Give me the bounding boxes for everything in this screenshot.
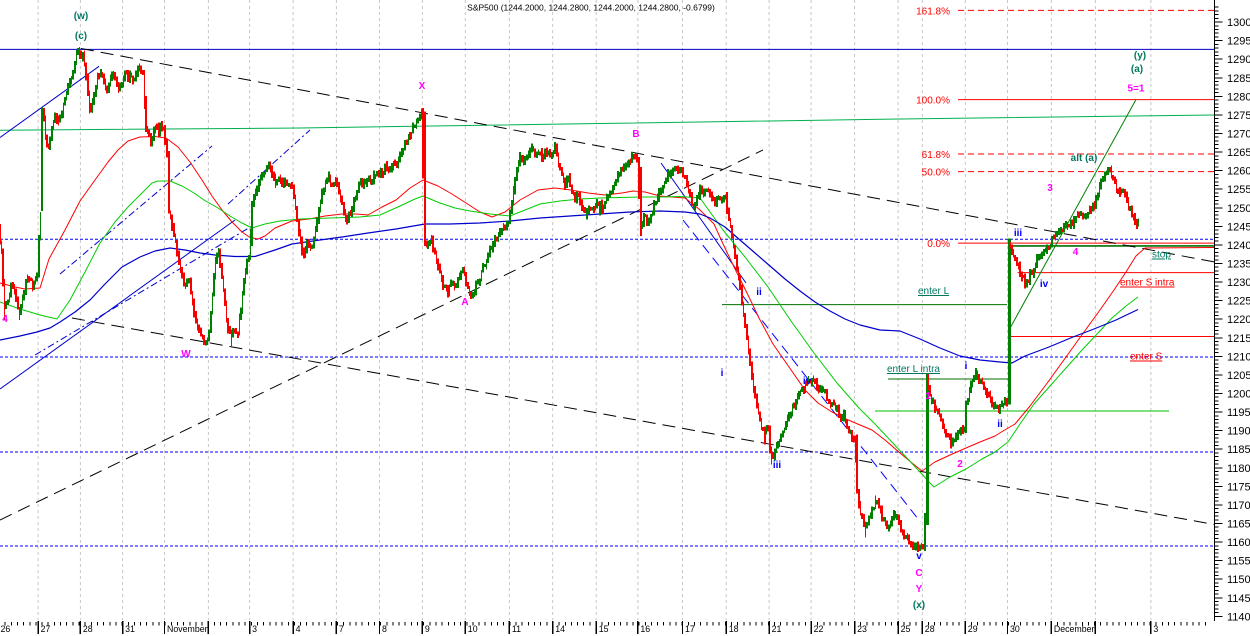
svg-text:14: 14 (555, 624, 565, 634)
svg-text:1180: 1180 (1227, 463, 1250, 475)
svg-text:1170: 1170 (1227, 500, 1250, 512)
svg-text:1270: 1270 (1227, 129, 1250, 141)
svg-text:1280: 1280 (1227, 91, 1250, 103)
svg-text:1290: 1290 (1227, 54, 1250, 66)
svg-text:21: 21 (772, 624, 782, 634)
svg-text:11: 11 (512, 624, 521, 634)
svg-text:1: 1 (925, 391, 931, 402)
svg-text:(y): (y) (1134, 51, 1146, 62)
svg-text:8: 8 (382, 624, 387, 634)
svg-text:29: 29 (968, 624, 978, 634)
svg-text:alt (a): alt (a) (1071, 153, 1098, 164)
svg-text:4: 4 (1073, 247, 1079, 258)
svg-text:iii: iii (1014, 228, 1023, 239)
svg-text:23: 23 (857, 624, 867, 634)
svg-text:A: A (461, 297, 468, 308)
svg-text:(a): (a) (1131, 64, 1143, 75)
svg-text:25: 25 (901, 624, 911, 634)
svg-text:26: 26 (1, 624, 11, 634)
svg-text:November: November (167, 624, 208, 634)
svg-text:(c): (c) (75, 31, 87, 42)
svg-text:22: 22 (814, 624, 824, 634)
svg-text:1155: 1155 (1227, 556, 1250, 568)
svg-text:27: 27 (41, 624, 51, 634)
svg-text:1230: 1230 (1227, 277, 1250, 289)
svg-text:0.0%: 0.0% (927, 239, 950, 250)
svg-text:28: 28 (83, 624, 93, 634)
svg-text:1215: 1215 (1227, 333, 1250, 345)
svg-text:1265: 1265 (1227, 147, 1250, 159)
svg-text:9: 9 (425, 624, 430, 634)
svg-text:Y: Y (916, 584, 923, 595)
svg-text:1185: 1185 (1227, 444, 1250, 456)
svg-text:C: C (915, 568, 922, 579)
svg-text:3: 3 (252, 624, 257, 634)
svg-text:1275: 1275 (1227, 110, 1250, 122)
svg-text:1165: 1165 (1227, 519, 1250, 531)
svg-text:1300: 1300 (1227, 17, 1250, 29)
svg-text:iv: iv (1040, 279, 1049, 290)
svg-text:X: X (419, 81, 426, 92)
svg-text:(x): (x) (913, 600, 925, 611)
svg-text:3: 3 (1047, 183, 1053, 194)
svg-text:1285: 1285 (1227, 73, 1250, 85)
svg-text:1240: 1240 (1227, 240, 1250, 252)
svg-text:10: 10 (468, 624, 478, 634)
svg-text:15: 15 (599, 624, 609, 634)
svg-text:17: 17 (685, 624, 695, 634)
svg-text:ii: ii (997, 419, 1003, 430)
svg-text:7: 7 (339, 624, 344, 634)
svg-text:1150: 1150 (1227, 574, 1250, 586)
svg-text:December: December (1054, 624, 1095, 634)
svg-text:1200: 1200 (1227, 389, 1250, 401)
svg-text:50.0%: 50.0% (922, 168, 950, 179)
svg-text:enter L intra: enter L intra (887, 364, 940, 375)
svg-text:61.8%: 61.8% (922, 150, 950, 161)
svg-text:18: 18 (729, 624, 739, 634)
svg-text:5=1: 5=1 (1128, 84, 1145, 95)
svg-text:iii: iii (773, 460, 782, 471)
svg-text:v: v (916, 551, 922, 562)
svg-text:1250: 1250 (1227, 203, 1250, 215)
svg-text:2: 2 (957, 459, 963, 470)
svg-text:W: W (181, 349, 191, 360)
svg-text:i: i (721, 368, 724, 379)
svg-text:enter L: enter L (918, 286, 950, 297)
svg-text:ii: ii (756, 287, 762, 298)
svg-text:1235: 1235 (1227, 259, 1250, 271)
svg-text:1160: 1160 (1227, 537, 1250, 549)
svg-text:1255: 1255 (1227, 184, 1250, 196)
svg-text:1205: 1205 (1227, 370, 1250, 382)
svg-text:1190: 1190 (1227, 426, 1250, 438)
svg-text:enter S: enter S (1130, 352, 1163, 363)
svg-text:100.0%: 100.0% (916, 96, 950, 107)
svg-text:1145: 1145 (1227, 593, 1250, 605)
svg-text:stop: stop (1152, 250, 1171, 261)
svg-text:28: 28 (925, 624, 935, 634)
svg-text:30: 30 (1010, 624, 1020, 634)
svg-text:1140: 1140 (1227, 611, 1250, 623)
svg-text:16: 16 (640, 624, 650, 634)
svg-text:161.8%: 161.8% (916, 7, 950, 18)
svg-text:1225: 1225 (1227, 296, 1250, 308)
svg-text:B: B (632, 129, 639, 140)
svg-text:1245: 1245 (1227, 221, 1250, 233)
svg-text:enter S intra: enter S intra (1120, 278, 1175, 289)
svg-text:1210: 1210 (1227, 351, 1250, 363)
svg-text:S&P500 (1244.2000, 1244.2800,: S&P500 (1244.2000, 1244.2800, 1244.2000,… (467, 3, 715, 13)
svg-text:1295: 1295 (1227, 36, 1250, 48)
svg-text:4: 4 (296, 624, 301, 634)
svg-text:iv: iv (803, 376, 812, 387)
svg-text:1220: 1220 (1227, 314, 1250, 326)
svg-text:i: i (965, 361, 968, 372)
svg-text:1175: 1175 (1227, 481, 1250, 493)
svg-text:31: 31 (125, 624, 135, 634)
svg-text:4: 4 (2, 314, 8, 325)
svg-text:1260: 1260 (1227, 166, 1250, 178)
svg-text:3: 3 (1153, 624, 1158, 634)
svg-text:(w): (w) (74, 11, 88, 22)
svg-text:1195: 1195 (1227, 407, 1250, 419)
